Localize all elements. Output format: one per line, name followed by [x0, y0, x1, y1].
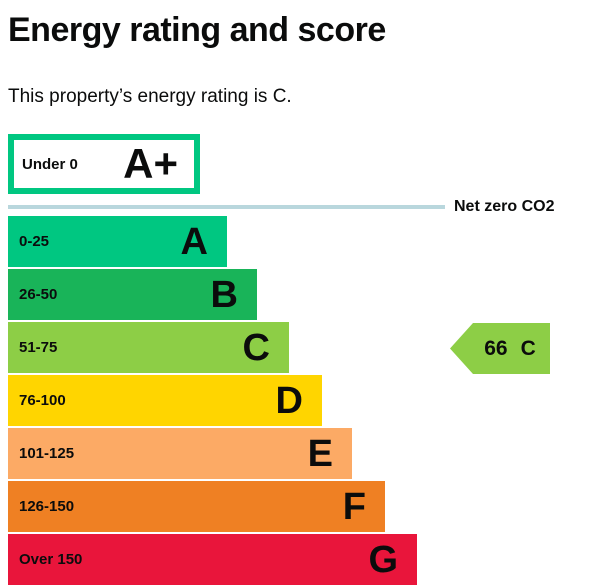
- band-e-range: 101-125: [19, 445, 75, 462]
- band-c-letter: C: [242, 326, 270, 369]
- band-e-letter: E: [307, 432, 333, 475]
- band-d-letter: D: [275, 379, 303, 422]
- band-b-range: 26-50: [19, 286, 58, 303]
- band-f-range: 126-150: [19, 498, 75, 515]
- band-f: 126-150 F: [8, 481, 385, 532]
- band-a-range: 0-25: [19, 233, 50, 250]
- net-zero-line: [8, 205, 445, 209]
- band-d-range: 76-100: [19, 392, 66, 409]
- rating-bands: 0-25 A 26-50 B 51-75 C 76-100 D 101-125 …: [8, 216, 598, 585]
- page-title: Energy rating and score: [8, 11, 386, 49]
- net-zero-label: Net zero CO2: [454, 198, 555, 215]
- current-rating-band: C: [520, 336, 536, 360]
- band-a-letter: A: [180, 220, 208, 263]
- band-b-letter: B: [210, 273, 238, 316]
- band-g-range: Over 150: [19, 551, 83, 568]
- band-a-plus-letter: A+: [123, 140, 178, 187]
- band-a-plus: Under 0 A+: [8, 134, 200, 194]
- band-c-range: 51-75: [19, 339, 58, 356]
- current-rating-pointer: 66 C: [450, 323, 550, 374]
- net-zero-marker: Net zero CO2: [8, 198, 598, 215]
- band-e: 101-125 E: [8, 428, 352, 479]
- band-d: 76-100 D: [8, 375, 322, 426]
- band-a-plus-range: Under 0: [22, 155, 78, 173]
- energy-rating-chart: Under 0 A+ Net zero CO2 0-25 A 26-50 B 5…: [8, 134, 598, 585]
- band-g: Over 150 G: [8, 534, 417, 585]
- band-g-letter: G: [368, 538, 398, 581]
- rating-summary-text: This property’s energy rating is C.: [8, 86, 292, 107]
- band-a: 0-25 A: [8, 216, 227, 267]
- band-b: 26-50 B: [8, 269, 257, 320]
- band-f-letter: F: [342, 485, 366, 528]
- current-rating-score: 66: [484, 336, 508, 360]
- band-c: 51-75 C: [8, 322, 289, 373]
